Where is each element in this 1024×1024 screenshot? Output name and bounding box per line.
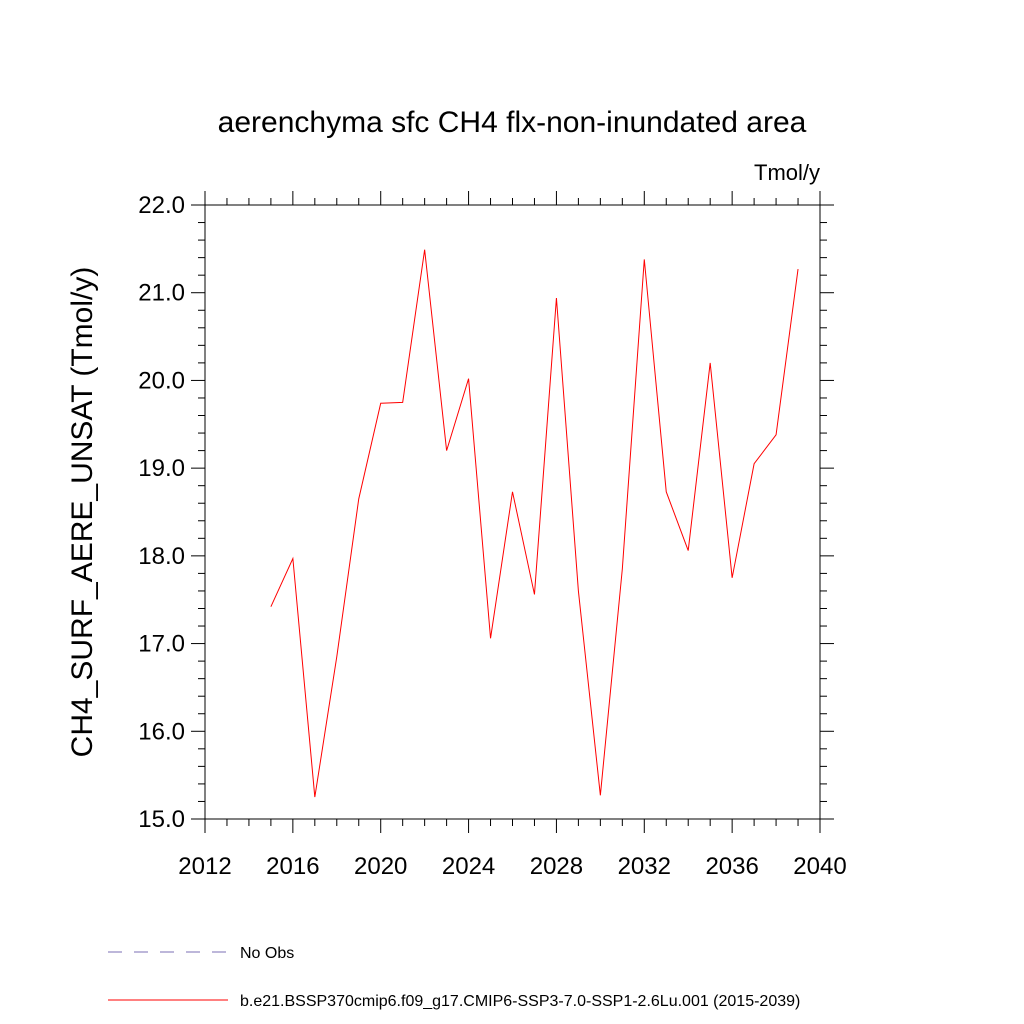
y-axis-label: CH4_SURF_AERE_UNSAT (Tmol/y) bbox=[66, 267, 99, 758]
y-tick-label: 15.0 bbox=[138, 806, 185, 833]
y-tick-label: 17.0 bbox=[138, 631, 185, 658]
legend-label: No Obs bbox=[240, 945, 294, 962]
y-tick-label: 22.0 bbox=[138, 192, 185, 219]
y-tick-label: 18.0 bbox=[138, 543, 185, 570]
legend-label: b.e21.BSSP370cmip6.f09_g17.CMIP6-SSP3-7.… bbox=[240, 993, 800, 1010]
x-tick-label: 2012 bbox=[178, 853, 231, 880]
x-tick-label: 2016 bbox=[266, 853, 319, 880]
units-label: Tmol/y bbox=[754, 160, 820, 185]
y-tick-label: 20.0 bbox=[138, 367, 185, 394]
y-tick-labels: 15.0 16.0 17.0 18.0 19.0 20.0 21.0 22.0 bbox=[138, 192, 185, 833]
x-tick-label: 2024 bbox=[442, 853, 495, 880]
y-tick-label: 19.0 bbox=[138, 455, 185, 482]
x-tick-label: 2028 bbox=[530, 853, 583, 880]
x-tick-label: 2036 bbox=[705, 853, 758, 880]
y-tick-label: 16.0 bbox=[138, 718, 185, 745]
x-tick-label: 2040 bbox=[793, 853, 846, 880]
minor-ticks bbox=[198, 198, 827, 826]
series-layer bbox=[270, 249, 799, 798]
x-tick-label: 2020 bbox=[354, 853, 407, 880]
series-line bbox=[270, 249, 799, 798]
chart-title: aerenchyma sfc CH4 flx-non-inundated are… bbox=[218, 106, 807, 139]
legend: No Obs b.e21.BSSP370cmip6.f09_g17.CMIP6-S… bbox=[108, 945, 800, 1010]
x-tick-labels: 2012 2016 2020 2024 2028 2032 2036 2040 bbox=[178, 853, 846, 880]
major-ticks bbox=[191, 191, 834, 833]
x-tick-label: 2032 bbox=[618, 853, 671, 880]
plot-frame bbox=[204, 204, 821, 820]
y-tick-label: 21.0 bbox=[138, 280, 185, 307]
